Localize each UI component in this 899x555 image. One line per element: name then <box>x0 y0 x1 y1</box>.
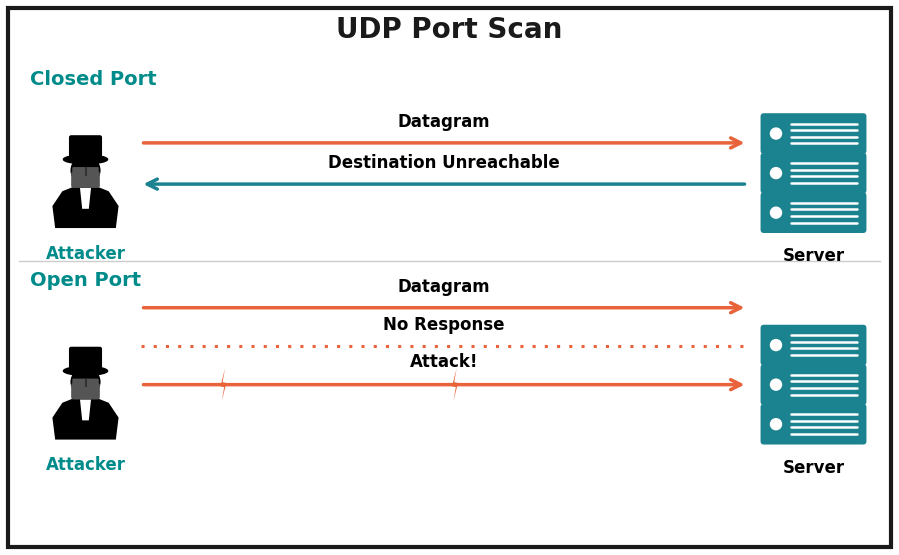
Text: Server: Server <box>782 459 844 477</box>
Text: Datagram: Datagram <box>397 278 490 296</box>
FancyBboxPatch shape <box>761 153 867 194</box>
Circle shape <box>71 156 100 185</box>
Circle shape <box>770 340 781 351</box>
Circle shape <box>770 207 781 218</box>
Text: Attacker: Attacker <box>46 456 126 474</box>
FancyBboxPatch shape <box>761 404 867 445</box>
Text: No Response: No Response <box>383 316 504 334</box>
Circle shape <box>770 128 781 139</box>
Ellipse shape <box>64 366 108 375</box>
FancyBboxPatch shape <box>72 379 99 387</box>
Polygon shape <box>452 368 458 401</box>
FancyBboxPatch shape <box>69 135 102 163</box>
Text: Open Port: Open Port <box>31 271 141 290</box>
Circle shape <box>770 168 781 179</box>
Polygon shape <box>220 368 227 401</box>
Circle shape <box>71 367 100 396</box>
Text: UDP Port Scan: UDP Port Scan <box>336 16 563 44</box>
Text: Attack!: Attack! <box>410 353 478 371</box>
FancyBboxPatch shape <box>69 347 102 374</box>
Polygon shape <box>80 188 91 209</box>
Polygon shape <box>80 400 91 420</box>
FancyBboxPatch shape <box>71 171 100 188</box>
Polygon shape <box>52 187 119 228</box>
Circle shape <box>770 418 781 430</box>
FancyBboxPatch shape <box>761 193 867 233</box>
FancyBboxPatch shape <box>8 8 891 547</box>
FancyBboxPatch shape <box>761 325 867 365</box>
FancyBboxPatch shape <box>72 167 99 176</box>
Circle shape <box>770 379 781 390</box>
Ellipse shape <box>64 155 108 164</box>
Polygon shape <box>52 398 119 440</box>
Text: Server: Server <box>782 248 844 265</box>
Text: Closed Port: Closed Port <box>31 70 157 89</box>
FancyBboxPatch shape <box>761 364 867 405</box>
FancyBboxPatch shape <box>71 383 100 400</box>
Text: Attacker: Attacker <box>46 245 126 263</box>
FancyBboxPatch shape <box>761 113 867 154</box>
Text: Destination Unreachable: Destination Unreachable <box>328 154 560 172</box>
Text: Datagram: Datagram <box>397 113 490 131</box>
